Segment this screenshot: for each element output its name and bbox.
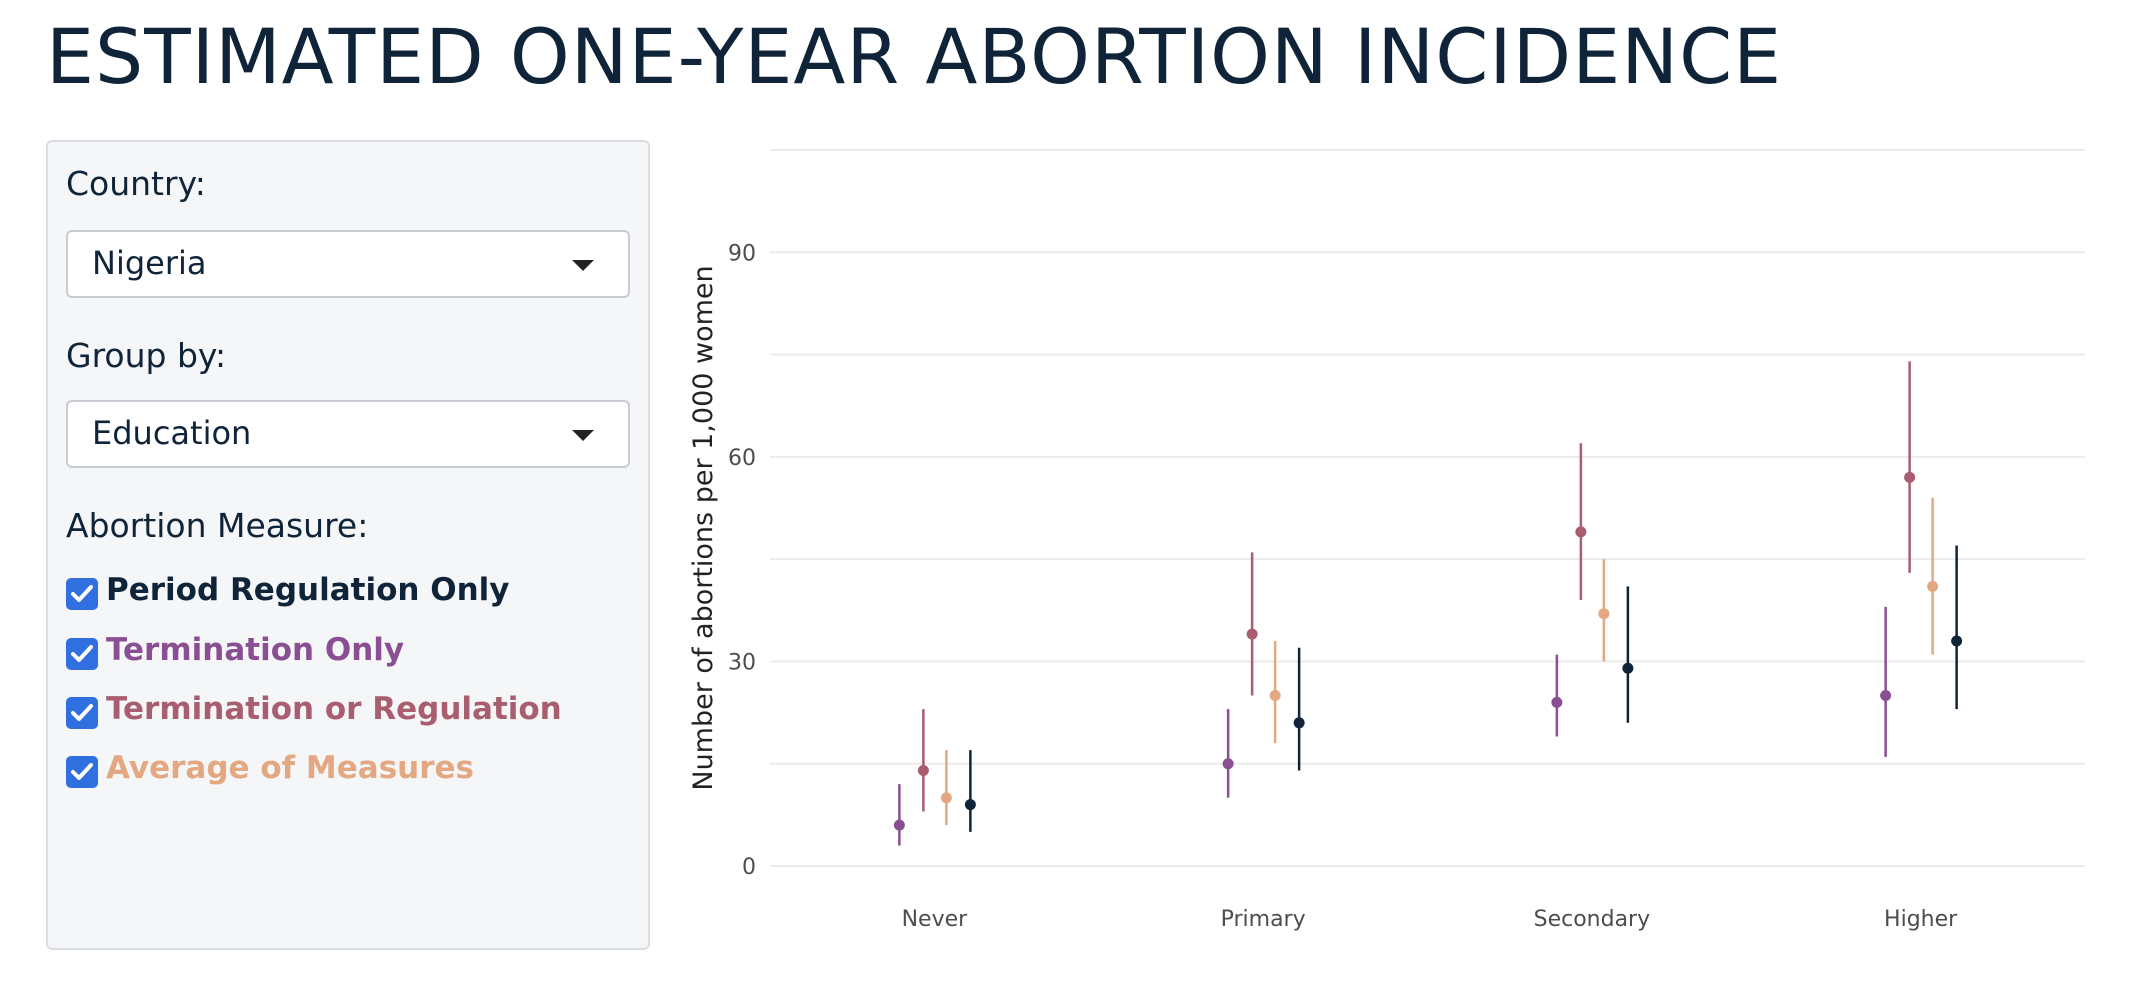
data-point	[1598, 608, 1610, 620]
country-label: Country:	[66, 164, 206, 203]
x-tick-label: Never	[902, 907, 969, 932]
y-tick-label: 0	[742, 855, 756, 880]
data-point	[1293, 717, 1305, 729]
axis-ticks: 0 30 60 90 Never Primary Secondary Higher	[728, 241, 1958, 932]
page-title: ESTIMATED ONE-YEAR ABORTION INCIDENCE	[46, 12, 1783, 101]
measure-label-average: Average of Measures	[106, 750, 474, 786]
data-point	[1246, 628, 1258, 640]
data-point	[1269, 690, 1281, 702]
x-tick-label: Secondary	[1534, 907, 1651, 932]
measure-label-termination-only: Termination Only	[106, 632, 405, 668]
checkbox-checked-icon[interactable]	[66, 697, 98, 729]
data-point	[917, 765, 929, 777]
measure-label-termination-or-regulation: Termination or Regulation	[106, 691, 562, 727]
data-point	[1575, 526, 1587, 538]
data-point	[940, 792, 952, 804]
data-point	[964, 799, 976, 811]
caret-down-icon	[572, 260, 594, 271]
data-point	[1880, 690, 1892, 702]
chart-marks	[893, 361, 1963, 846]
group-by-label: Group by:	[66, 336, 227, 375]
checkbox-checked-icon[interactable]	[66, 578, 98, 610]
data-point	[1904, 471, 1916, 483]
abortion-measure-label: Abortion Measure:	[66, 506, 369, 545]
grid	[770, 149, 2085, 867]
checkbox-checked-icon[interactable]	[66, 638, 98, 670]
data-point	[1951, 635, 1963, 647]
y-tick-label: 60	[728, 446, 756, 471]
x-tick-label: Primary	[1221, 907, 1306, 932]
country-select-value: Nigeria	[92, 244, 207, 282]
group-by-select-value: Education	[92, 414, 252, 452]
incidence-chart: 0 30 60 90 Never Primary Secondary Higher Numbe…	[688, 149, 2085, 932]
y-axis-label: Number of abortions per 1,000 women	[688, 265, 719, 790]
y-tick-label: 30	[728, 650, 756, 675]
country-select[interactable]: Nigeria	[66, 230, 630, 298]
data-point	[1551, 696, 1563, 708]
y-tick-label: 90	[728, 241, 756, 266]
x-tick-label: Higher	[1884, 907, 1958, 932]
group-by-select[interactable]: Education	[66, 400, 630, 468]
measure-label-period-regulation: Period Regulation Only	[106, 572, 510, 608]
checkbox-checked-icon[interactable]	[66, 756, 98, 788]
data-point	[1927, 580, 1939, 592]
sidebar-panel: Country: Nigeria Group by: Education Abo…	[46, 140, 650, 950]
data-point	[1222, 758, 1234, 770]
data-point	[893, 819, 905, 831]
data-point	[1622, 662, 1634, 674]
caret-down-icon	[572, 430, 594, 441]
